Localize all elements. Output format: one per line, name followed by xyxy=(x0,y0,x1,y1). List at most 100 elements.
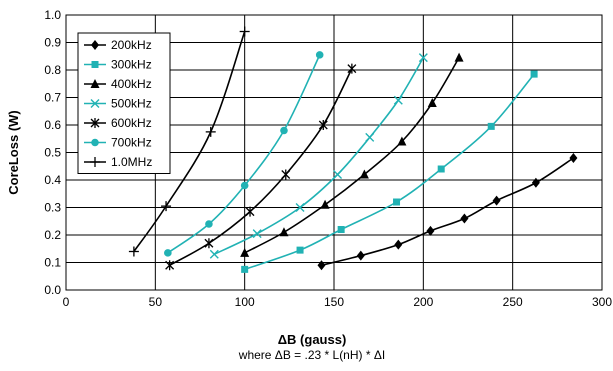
x-axis-tick-labels: 0 50 100 150 200 250 300 xyxy=(63,295,613,309)
marker-diamond xyxy=(531,177,540,188)
x-axis-title: ΔB (gauss) xyxy=(278,332,347,347)
marker-x xyxy=(418,53,428,63)
legend-label: 500kHz xyxy=(111,97,152,111)
marker-triangle xyxy=(397,136,407,146)
marker-plus xyxy=(90,157,100,167)
series-200khz xyxy=(317,153,578,271)
marker-square xyxy=(437,165,445,173)
legend-label: 600kHz xyxy=(111,116,152,130)
series-line xyxy=(169,68,353,266)
marker-plus xyxy=(161,201,172,212)
series-line xyxy=(133,31,246,252)
marker-circle xyxy=(315,51,324,59)
series-400khz xyxy=(240,52,464,257)
marker-triangle xyxy=(359,169,369,179)
y-tick-label: 0.3 xyxy=(44,201,61,215)
marker-diamond xyxy=(91,40,99,50)
marker-x xyxy=(90,99,100,108)
marker-triangle xyxy=(279,227,289,237)
marker-x xyxy=(209,249,219,259)
x-axis-note: where ΔB = .23 * L(nH) * ΔI xyxy=(238,348,385,362)
y-tick-label: 0.6 xyxy=(44,118,61,132)
marker-diamond xyxy=(569,153,578,163)
marker-star xyxy=(318,120,328,130)
legend-item: 700kHz xyxy=(84,136,152,150)
x-tick-label: 300 xyxy=(592,295,612,309)
series-700khz xyxy=(164,51,324,257)
marker-star xyxy=(347,63,357,74)
legend-item: 600kHz xyxy=(84,116,152,130)
x-tick-label: 100 xyxy=(235,295,255,309)
legend-label: 200kHz xyxy=(111,38,152,52)
marker-plus xyxy=(239,26,250,37)
y-tick-label: 0.5 xyxy=(44,146,61,160)
marker-square xyxy=(337,226,345,233)
marker-star xyxy=(90,118,100,128)
series-1-0mhz xyxy=(128,26,250,257)
marker-star xyxy=(245,206,255,217)
marker-plus xyxy=(128,246,139,257)
marker-circle xyxy=(164,249,172,257)
series-300khz xyxy=(241,70,538,273)
series-line xyxy=(213,57,425,255)
x-tick-label: 50 xyxy=(149,295,163,309)
x-tick-label: 0 xyxy=(63,295,70,309)
legend-label: 300kHz xyxy=(111,58,152,72)
marker-x xyxy=(295,203,305,212)
marker-triangle xyxy=(90,79,100,88)
legend-item: 200kHz xyxy=(84,38,152,52)
x-tick-label: 250 xyxy=(503,295,523,309)
y-axis-tick-labels: 0.0 0.1 0.2 0.3 0.4 0.5 0.6 0.7 0.8 0.9 1.0 xyxy=(44,8,61,297)
y-tick-label: 0.2 xyxy=(44,228,61,242)
legend-label: 400kHz xyxy=(111,77,152,91)
series-500khz xyxy=(209,53,428,259)
plot-area xyxy=(65,14,603,291)
legend-item: 300kHz xyxy=(84,58,152,72)
y-tick-label: 1.0 xyxy=(44,8,61,22)
x-tick-label: 150 xyxy=(324,295,344,309)
marker-triangle xyxy=(240,247,250,257)
marker-star xyxy=(204,238,214,249)
marker-plus xyxy=(205,126,216,137)
marker-circle xyxy=(280,126,288,135)
marker-triangle xyxy=(427,98,437,107)
marker-circle xyxy=(240,181,249,190)
marker-circle xyxy=(205,220,213,228)
marker-x xyxy=(333,170,343,179)
marker-x xyxy=(393,95,403,105)
marker-square xyxy=(91,61,99,68)
legend-label: 1.0MHz xyxy=(111,155,152,169)
marker-diamond xyxy=(394,239,403,250)
marker-triangle xyxy=(320,199,330,209)
y-axis-title: CoreLoss (W) xyxy=(6,110,21,195)
marker-diamond xyxy=(460,213,469,224)
marker-square xyxy=(393,198,401,206)
marker-x xyxy=(252,229,262,239)
marker-x xyxy=(365,132,375,142)
marker-diamond xyxy=(492,195,501,206)
marker-diamond xyxy=(356,250,365,261)
marker-triangle xyxy=(454,52,464,62)
marker-square xyxy=(530,70,538,78)
legend: 200kHz 300kHz 400kHz 500kHz 600kHz 700kHz 1.0M… xyxy=(77,32,171,174)
marker-circle xyxy=(91,138,99,147)
legend-item: 400kHz xyxy=(84,77,152,91)
marker-diamond xyxy=(317,260,326,271)
series-600khz xyxy=(165,63,357,271)
y-tick-label: 0.7 xyxy=(44,91,61,105)
y-tick-label: 0.1 xyxy=(44,256,61,270)
legend-item: 1.0MHz xyxy=(84,155,152,169)
y-tick-label: 0.4 xyxy=(44,173,61,187)
marker-square xyxy=(241,265,249,273)
series-layer xyxy=(128,26,578,273)
marker-square xyxy=(296,246,304,254)
marker-square xyxy=(487,122,495,130)
legend-label: 700kHz xyxy=(111,136,152,150)
y-tick-label: 0.9 xyxy=(44,36,61,50)
x-tick-label: 200 xyxy=(413,295,433,309)
marker-diamond xyxy=(426,225,435,236)
series-line xyxy=(321,157,574,267)
legend-item: 500kHz xyxy=(84,97,152,111)
marker-star xyxy=(281,169,291,180)
